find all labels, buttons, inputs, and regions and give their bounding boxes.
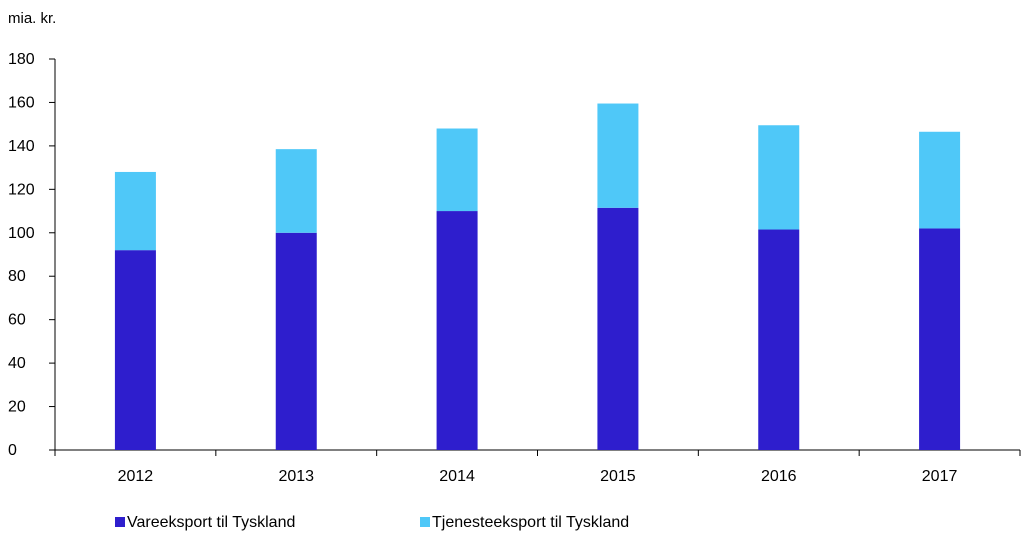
legend-swatch bbox=[115, 517, 125, 527]
bar-tjenesteeksport bbox=[919, 131, 961, 229]
bar-vareeksport bbox=[275, 232, 317, 450]
bar-vareeksport bbox=[758, 229, 800, 450]
bar-vareeksport bbox=[114, 250, 156, 450]
y-tick-label: 100 bbox=[8, 225, 35, 242]
y-tick-label: 140 bbox=[8, 138, 35, 155]
bars bbox=[114, 103, 961, 450]
y-tick-label: 120 bbox=[8, 181, 35, 198]
legend-label: Vareeksport til Tyskland bbox=[127, 514, 295, 531]
y-tick-label: 60 bbox=[8, 312, 26, 329]
y-tick-label: 180 bbox=[8, 51, 35, 68]
y-tick-label: 0 bbox=[8, 442, 17, 459]
y-tick-label: 80 bbox=[8, 268, 26, 285]
bar-tjenesteeksport bbox=[597, 103, 639, 208]
legend-swatch bbox=[420, 517, 430, 527]
x-axis: 2012 2013 2014 2015 2016 2017 bbox=[54, 449, 1021, 485]
bar-vareeksport bbox=[597, 207, 639, 450]
y-axis-unit-label: mia. kr. bbox=[8, 10, 56, 27]
x-tick-label: 2012 bbox=[118, 468, 154, 485]
x-tick-label: 2016 bbox=[761, 468, 797, 485]
y-tick-label: 20 bbox=[8, 399, 26, 416]
legend-item: Vareeksport til Tyskland bbox=[115, 514, 295, 531]
y-axis: 0 20 40 60 80 100 120 140 160 180 bbox=[8, 51, 56, 459]
y-tick-label: 40 bbox=[8, 355, 26, 372]
bar-vareeksport bbox=[436, 211, 478, 450]
y-tick-label: 160 bbox=[8, 94, 35, 111]
bar-tjenesteeksport bbox=[114, 171, 156, 251]
legend-item: Tjenesteeksport til Tyskland bbox=[420, 514, 629, 531]
legend-label: Tjenesteeksport til Tyskland bbox=[432, 514, 629, 531]
x-tick-label: 2014 bbox=[439, 468, 475, 485]
bar-vareeksport bbox=[919, 228, 961, 450]
x-tick-label: 2017 bbox=[922, 468, 958, 485]
bar-tjenesteeksport bbox=[436, 128, 478, 212]
x-tick-label: 2015 bbox=[600, 468, 636, 485]
bar-tjenesteeksport bbox=[275, 149, 317, 233]
x-tick-label: 2013 bbox=[278, 468, 314, 485]
legend: Vareeksport til Tyskland Tjenesteeksport … bbox=[115, 514, 629, 531]
bar-tjenesteeksport bbox=[758, 125, 800, 230]
